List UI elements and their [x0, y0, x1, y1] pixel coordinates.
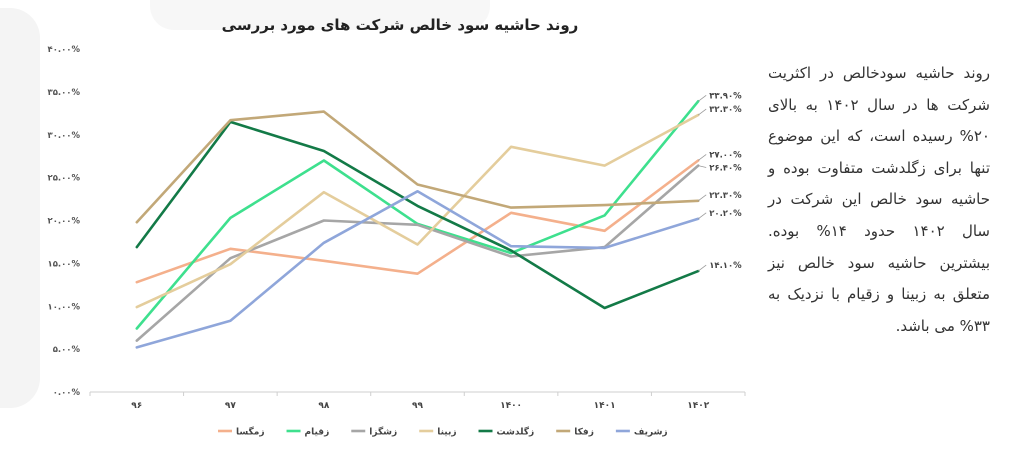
data-label-leader [698, 109, 706, 115]
x-tick-label: ۹۷ [225, 401, 236, 411]
y-tick-label: ۴۰.۰۰% [48, 45, 81, 55]
data-label-leader [698, 166, 706, 168]
series-line [137, 122, 698, 308]
y-tick-label: ۱۵.۰۰% [48, 259, 81, 269]
legend-label: زشریف [634, 428, 668, 438]
series-line [137, 161, 698, 283]
data-label: ۲۰.۲۰% [709, 209, 742, 219]
legend-label: زگلدشت [497, 426, 535, 438]
data-label-leader [698, 195, 706, 201]
y-tick-label: ۳۵.۰۰% [48, 88, 81, 98]
x-tick-label: ۹۸ [318, 401, 329, 411]
x-tick-label: ۹۶ [131, 401, 142, 411]
data-label-leader [698, 265, 706, 271]
legend-label: زشگزا [369, 426, 397, 438]
x-tick-label: ۱۴۰۲ [687, 401, 709, 411]
y-tick-label: ۱۰.۰۰% [48, 302, 81, 312]
data-label: ۲۷.۰۰% [709, 150, 742, 160]
series-line [137, 115, 698, 307]
description-text: روند حاشیه سودخالص در اکثریت شرکت ها در … [768, 58, 990, 342]
data-label-leader [698, 154, 706, 160]
x-tick-label: ۱۴۰۱ [594, 401, 616, 411]
data-label: ۲۲.۳۰% [709, 191, 742, 201]
data-label: ۲۶.۴۰% [709, 163, 742, 173]
data-label-leader [698, 213, 706, 219]
legend-label: زبینا [437, 428, 456, 438]
x-tick-label: ۹۹ [412, 401, 423, 411]
legend-label: زفکا [574, 428, 594, 438]
y-tick-label: ۲۵.۰۰% [48, 174, 81, 184]
y-tick-label: ۳۰.۰۰% [48, 131, 81, 141]
y-tick-label: ۰.۰۰% [53, 388, 81, 398]
y-tick-label: ۵.۰۰% [53, 345, 81, 355]
data-label: ۳۲.۳۰% [709, 105, 742, 115]
x-tick-label: ۱۴۰۰ [500, 401, 522, 411]
legend-label: زقیام [305, 428, 330, 438]
data-label: ۳۳.۹۰% [709, 91, 742, 101]
data-label: ۱۴.۱۰% [709, 261, 742, 271]
y-tick-label: ۲۰.۰۰% [48, 217, 81, 227]
legend-label: زمگسا [236, 426, 265, 438]
data-label-leader [698, 95, 706, 101]
line-chart: ۰.۰۰% ۵.۰۰% ۱۰.۰۰% ۱۵.۰۰% ۲۰.۰۰% ۲۵.۰۰% ۳۰.۰۰%… [0, 0, 760, 462]
